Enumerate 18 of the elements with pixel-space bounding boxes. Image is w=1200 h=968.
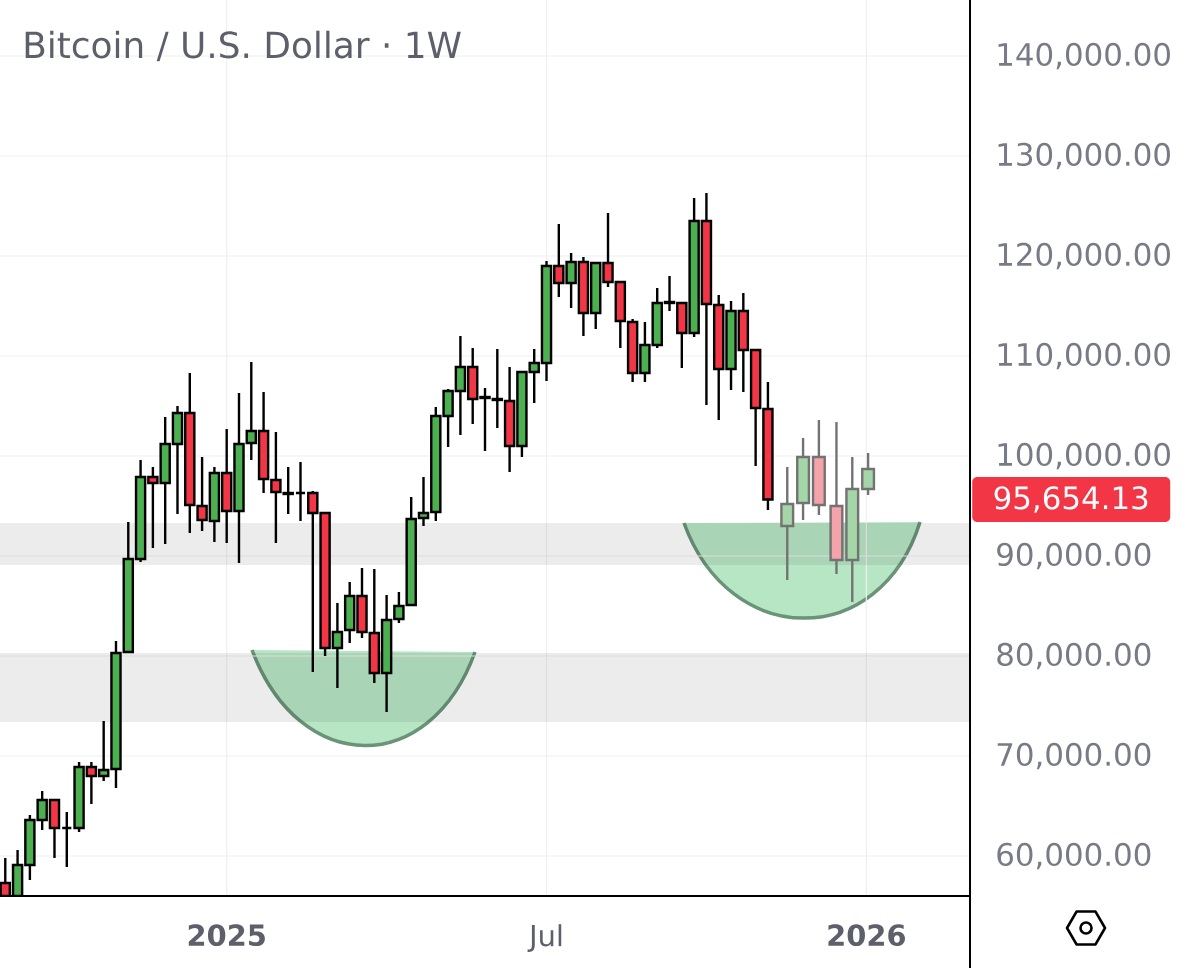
candlestick <box>780 465 795 582</box>
x-tick-label: 2026 <box>828 924 905 947</box>
y-tick-label: 140,000.00 <box>998 42 1170 70</box>
text: Bitcoin / U.S. Dollar · 1W <box>25 30 461 62</box>
candlestick <box>61 810 73 869</box>
candlestick <box>861 451 876 497</box>
y-tick-label: 110,000.00 <box>998 342 1170 370</box>
candlestick <box>294 460 307 523</box>
y-tick-label: 90,000.00 <box>997 542 1151 570</box>
y-tick-label: 70,000.00 <box>997 742 1151 770</box>
text: 95,654.13 <box>994 486 1148 513</box>
y-tick-label: 130,000.00 <box>998 142 1170 170</box>
y-tick-label: 120,000.00 <box>998 242 1170 270</box>
y-tick-label: 60,000.00 <box>997 842 1151 870</box>
y-tick-label: 100,000.00 <box>998 442 1170 470</box>
x-tick-label: Jul <box>527 924 562 952</box>
y-tick-label: 80,000.00 <box>997 642 1151 670</box>
x-tick-label: 2025 <box>188 924 265 947</box>
